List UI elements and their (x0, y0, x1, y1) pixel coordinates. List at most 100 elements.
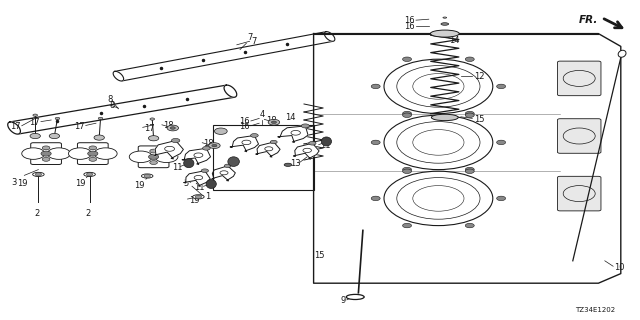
Circle shape (220, 171, 228, 175)
Text: 15: 15 (314, 252, 324, 260)
Circle shape (164, 146, 175, 151)
Circle shape (41, 151, 51, 156)
Text: FR.: FR. (579, 15, 598, 25)
Circle shape (308, 141, 316, 145)
Text: 11: 11 (320, 141, 330, 150)
Circle shape (497, 140, 506, 145)
Circle shape (89, 146, 97, 150)
Circle shape (42, 146, 50, 150)
Polygon shape (212, 166, 236, 181)
Circle shape (224, 164, 231, 168)
Circle shape (465, 223, 474, 228)
Polygon shape (113, 71, 124, 81)
FancyBboxPatch shape (557, 61, 601, 96)
Circle shape (194, 153, 203, 157)
Circle shape (22, 148, 45, 159)
Text: 3: 3 (12, 178, 17, 187)
Text: 5: 5 (184, 179, 189, 188)
Ellipse shape (206, 180, 216, 188)
Circle shape (33, 114, 38, 116)
FancyBboxPatch shape (557, 176, 601, 211)
Text: 19: 19 (134, 181, 145, 190)
Circle shape (202, 146, 210, 150)
Ellipse shape (430, 30, 459, 37)
Circle shape (144, 174, 150, 178)
Text: 14: 14 (449, 36, 460, 45)
Polygon shape (8, 122, 20, 134)
Text: 10: 10 (614, 263, 625, 272)
Polygon shape (230, 135, 259, 152)
Ellipse shape (84, 172, 95, 177)
Text: 8: 8 (109, 101, 115, 110)
Text: 18: 18 (204, 139, 214, 148)
Text: 11: 11 (195, 183, 205, 192)
Circle shape (167, 125, 179, 131)
Circle shape (497, 84, 506, 89)
Text: 7: 7 (247, 33, 252, 42)
Text: 18: 18 (266, 116, 276, 124)
Circle shape (371, 140, 380, 145)
Text: 14: 14 (285, 113, 296, 122)
Text: 2: 2 (35, 209, 40, 218)
Circle shape (465, 113, 474, 117)
Text: 18: 18 (163, 121, 174, 130)
Circle shape (170, 127, 175, 129)
Circle shape (155, 151, 178, 163)
Polygon shape (256, 142, 280, 157)
Circle shape (371, 84, 380, 89)
Polygon shape (10, 85, 234, 134)
Circle shape (150, 118, 155, 120)
Ellipse shape (284, 163, 292, 166)
Circle shape (465, 57, 474, 61)
Polygon shape (184, 171, 210, 187)
Circle shape (47, 148, 70, 159)
Ellipse shape (441, 23, 449, 25)
FancyBboxPatch shape (557, 119, 601, 153)
Circle shape (212, 144, 217, 147)
Circle shape (86, 173, 93, 176)
Polygon shape (278, 126, 308, 143)
Circle shape (301, 124, 309, 128)
Circle shape (303, 148, 312, 153)
Circle shape (98, 117, 103, 120)
Text: 2: 2 (86, 209, 91, 218)
Text: 1: 1 (205, 192, 210, 201)
Ellipse shape (346, 294, 364, 300)
Text: 16: 16 (239, 122, 250, 131)
Circle shape (68, 148, 92, 159)
Circle shape (403, 113, 412, 117)
Circle shape (201, 169, 209, 172)
Circle shape (209, 143, 220, 148)
Circle shape (148, 136, 159, 141)
Polygon shape (224, 85, 237, 97)
Circle shape (268, 119, 280, 125)
Circle shape (403, 57, 412, 61)
Circle shape (94, 148, 117, 159)
Circle shape (250, 133, 259, 137)
Circle shape (172, 139, 180, 143)
Circle shape (265, 147, 273, 151)
FancyBboxPatch shape (77, 143, 108, 164)
Circle shape (465, 167, 474, 172)
Circle shape (42, 157, 50, 161)
Polygon shape (324, 32, 335, 41)
Text: 19: 19 (17, 179, 28, 188)
Ellipse shape (184, 159, 194, 168)
Ellipse shape (443, 17, 447, 18)
Circle shape (55, 117, 60, 120)
Circle shape (148, 154, 159, 159)
Text: 16: 16 (239, 117, 250, 126)
FancyBboxPatch shape (31, 143, 61, 164)
Text: 17: 17 (144, 124, 155, 132)
Circle shape (150, 161, 157, 164)
Polygon shape (314, 34, 621, 283)
Circle shape (35, 173, 42, 176)
Text: 12: 12 (474, 72, 484, 81)
Text: 9: 9 (340, 296, 346, 305)
Circle shape (30, 133, 40, 139)
Text: 19: 19 (75, 179, 85, 188)
Circle shape (214, 128, 227, 134)
Circle shape (403, 223, 412, 228)
Ellipse shape (618, 50, 626, 57)
Ellipse shape (33, 172, 44, 177)
